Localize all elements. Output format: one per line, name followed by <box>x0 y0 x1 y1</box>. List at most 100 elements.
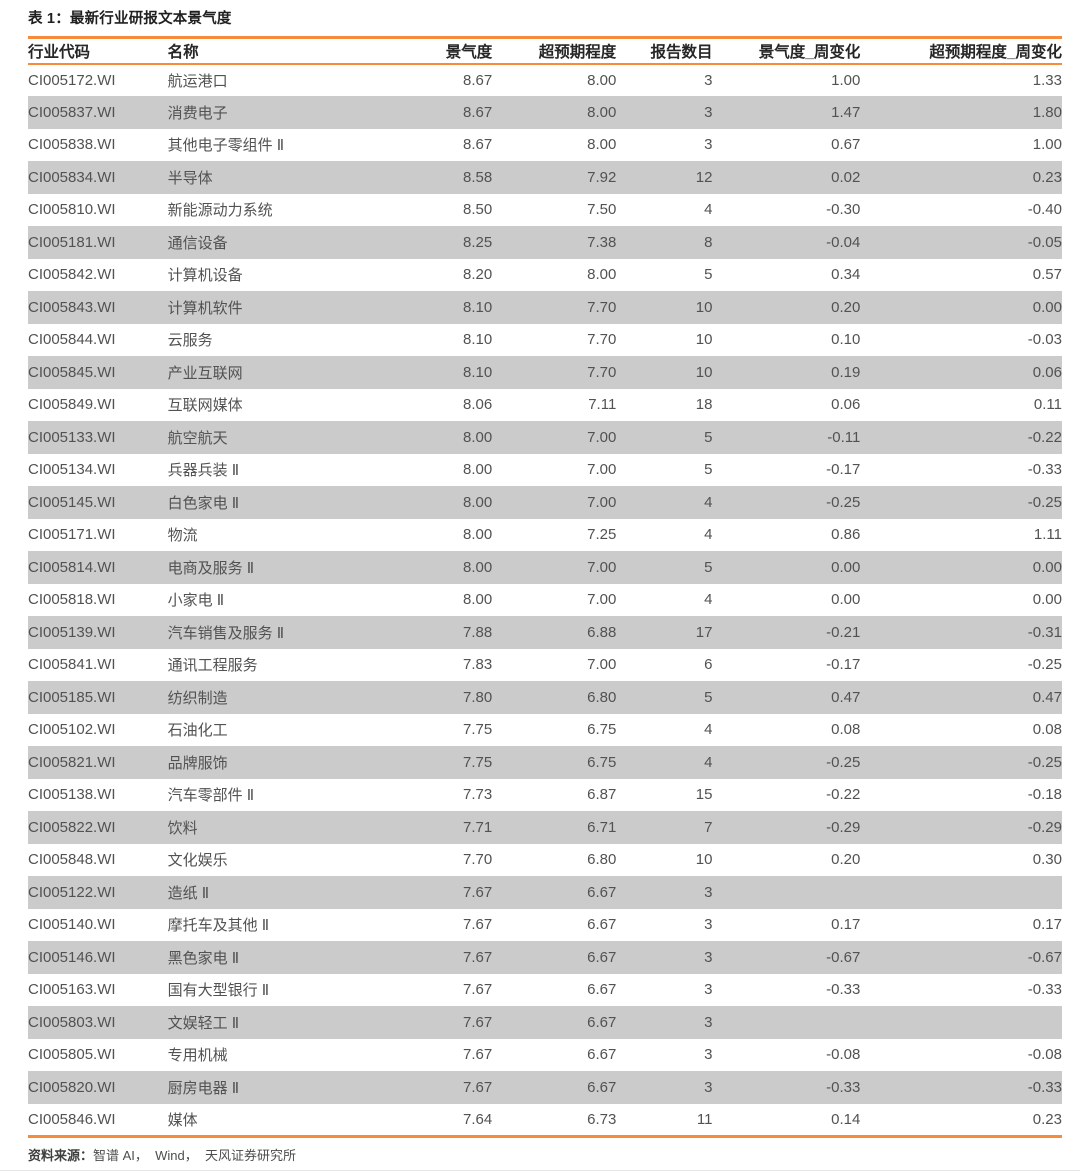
cell-surprise: 6.67 <box>587 1013 617 1031</box>
cell-name: 媒体 <box>167 1111 198 1129</box>
cell-name: 计算机设备 <box>167 267 243 285</box>
cell-report-count: 3 <box>704 136 713 154</box>
cell-report-count: 10 <box>695 363 713 381</box>
table-row: CI005810.WI 新能源动力系统 8.50 7.50 4 -0.30 -0.40 <box>28 194 1062 227</box>
table-row: CI005133.WI 航空航天 8.00 7.00 5 -0.11 -0.22 <box>28 421 1062 454</box>
cell-surprise-wow: 1.33 <box>1032 71 1062 89</box>
cell-sentiment-wow <box>712 876 860 909</box>
cell-surprise: 7.50 <box>587 201 617 219</box>
cell-code: CI005838.WI <box>28 136 116 154</box>
cell-surprise: 7.00 <box>587 493 617 511</box>
cell-sentiment: 8.10 <box>463 298 493 316</box>
cell-report-count: 4 <box>704 493 713 511</box>
table-row: CI005837.WI 消费电子 8.67 8.00 3 1.47 1.80 <box>28 96 1062 129</box>
cell-surprise-wow: -0.29 <box>1027 818 1062 836</box>
cell-sentiment: 7.67 <box>463 1013 493 1031</box>
cell-surprise-wow <box>860 1006 1062 1039</box>
cell-surprise: 6.67 <box>587 1078 617 1096</box>
cell-surprise-wow: 0.57 <box>1032 266 1062 284</box>
cell-code: CI005818.WI <box>28 591 116 609</box>
table-row: CI005146.WI 黑色家电 Ⅱ 7.67 6.67 3 -0.67 -0.67 <box>28 941 1062 974</box>
table-row: CI005181.WI 通信设备 8.25 7.38 8 -0.04 -0.05 <box>28 226 1062 259</box>
cell-surprise: 6.80 <box>587 851 617 869</box>
cell-code: CI005122.WI <box>28 883 116 901</box>
cell-surprise-wow: -0.33 <box>1027 1078 1062 1096</box>
cell-sentiment-wow: -0.08 <box>826 1046 861 1064</box>
cell-sentiment: 8.10 <box>463 331 493 349</box>
cell-name: 文娱轻工 Ⅱ <box>167 1014 240 1032</box>
cell-report-count: 11 <box>696 1110 713 1128</box>
cell-surprise-wow: 0.23 <box>1032 1110 1062 1128</box>
cell-code: CI005803.WI <box>28 1013 116 1031</box>
cell-name: 兵器兵装 Ⅱ <box>167 462 240 480</box>
cell-surprise-wow: 0.17 <box>1032 916 1062 934</box>
cell-surprise: 6.67 <box>587 948 617 966</box>
cell-sentiment: 8.10 <box>463 363 493 381</box>
cell-report-count: 3 <box>704 71 713 89</box>
cell-code: CI005139.WI <box>28 623 116 641</box>
cell-surprise-wow: -0.05 <box>1027 233 1062 251</box>
cell-surprise-wow: 1.00 <box>1032 136 1062 154</box>
cell-name: 品牌服饰 <box>167 754 228 772</box>
cell-surprise: 7.00 <box>587 428 617 446</box>
cell-surprise: 6.67 <box>587 981 617 999</box>
cell-code: CI005133.WI <box>28 428 116 446</box>
cell-code: CI005845.WI <box>28 363 116 381</box>
cell-report-count: 3 <box>704 1013 713 1031</box>
cell-name: 白色家电 Ⅱ <box>167 494 240 512</box>
source-note: 资料来源：智谱 AI， Wind， 天风证券研究所 <box>28 1138 1062 1165</box>
cell-sentiment-wow: 0.86 <box>831 526 861 544</box>
cell-name: 航空航天 <box>167 429 228 447</box>
cell-surprise-wow: -0.31 <box>1027 623 1062 641</box>
cell-sentiment: 8.20 <box>463 266 493 284</box>
cell-surprise: 6.71 <box>587 818 617 836</box>
cell-sentiment: 7.88 <box>463 623 493 641</box>
table-row: CI005841.WI 通讯工程服务 7.83 7.00 6 -0.17 -0.25 <box>28 649 1062 682</box>
cell-sentiment: 8.00 <box>463 428 493 446</box>
cell-code: CI005172.WI <box>28 71 116 89</box>
cell-report-count: 10 <box>695 298 713 316</box>
cell-surprise: 7.70 <box>587 363 617 381</box>
cell-code: CI005814.WI <box>28 558 116 576</box>
cell-surprise: 7.70 <box>587 331 617 349</box>
cell-code: CI005837.WI <box>28 103 116 121</box>
source-label: 资料来源： <box>28 1147 94 1163</box>
cell-name: 国有大型银行 Ⅱ <box>167 982 270 1000</box>
col-header-report-count: 报告数目 <box>616 37 713 65</box>
cell-report-count: 5 <box>704 558 713 576</box>
cell-code: CI005805.WI <box>28 1046 116 1064</box>
cell-code: CI005140.WI <box>28 916 116 934</box>
cell-surprise-wow: -0.67 <box>1027 948 1062 966</box>
cell-surprise: 6.80 <box>587 688 617 706</box>
cell-sentiment: 8.67 <box>463 136 493 154</box>
table-row: CI005818.WI 小家电 Ⅱ 8.00 7.00 4 0.00 0.00 <box>28 584 1062 617</box>
cell-sentiment-wow: -0.29 <box>826 818 861 836</box>
cell-sentiment: 7.67 <box>463 1078 493 1096</box>
cell-report-count: 5 <box>704 461 713 479</box>
cell-sentiment-wow: 0.34 <box>831 266 861 284</box>
cell-sentiment-wow: 0.06 <box>831 396 861 414</box>
cell-report-count: 17 <box>695 623 713 641</box>
cell-surprise-wow: 0.30 <box>1032 851 1062 869</box>
cell-name: 文化娱乐 <box>167 852 228 870</box>
col-header-name: 名称 <box>167 37 411 65</box>
cell-sentiment-wow: 0.10 <box>831 331 861 349</box>
cell-surprise-wow: -0.03 <box>1027 331 1062 349</box>
cell-surprise-wow: 0.47 <box>1032 688 1062 706</box>
cell-sentiment-wow: -0.67 <box>826 948 861 966</box>
cell-sentiment-wow: 0.67 <box>831 136 861 154</box>
cell-name: 物流 <box>167 527 198 545</box>
table-row: CI005163.WI 国有大型银行 Ⅱ 7.67 6.67 3 -0.33 -0.33 <box>28 974 1062 1007</box>
cell-surprise-wow: 0.23 <box>1032 168 1062 186</box>
cell-report-count: 4 <box>704 591 713 609</box>
cell-code: CI005841.WI <box>28 656 116 674</box>
cell-code: CI005102.WI <box>28 721 116 739</box>
cell-surprise-wow: -0.25 <box>1027 656 1062 674</box>
table-header: 行业代码 名称 景气度 超预期程度 报告数目 景气度_周变化 超预期程度_周变化 <box>28 37 1062 65</box>
table-row: CI005102.WI 石油化工 7.75 6.75 4 0.08 0.08 <box>28 714 1062 747</box>
cell-name: 摩托车及其他 Ⅱ <box>167 917 270 935</box>
cell-sentiment-wow: 0.17 <box>831 916 861 934</box>
table-title: 表 1：最新行业研报文本景气度 <box>28 11 232 27</box>
cell-code: CI005138.WI <box>28 786 116 804</box>
cell-code: CI005134.WI <box>28 461 116 479</box>
